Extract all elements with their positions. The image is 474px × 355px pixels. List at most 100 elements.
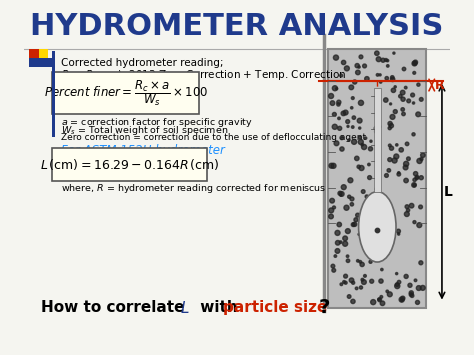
Point [383,209,390,215]
FancyBboxPatch shape [28,49,39,58]
Point [403,211,410,217]
Point [337,282,345,287]
Point [335,99,343,105]
Point [341,241,349,247]
Point [344,119,352,124]
Point [334,230,341,236]
Point [355,64,363,70]
Point [359,277,366,283]
Point [413,174,421,180]
Bar [374,88,381,192]
Point [395,170,402,175]
Point [363,76,371,82]
Point [393,283,401,289]
Text: with: with [195,300,243,315]
Point [383,75,391,81]
Point [385,168,392,173]
Point [357,139,365,145]
Point [388,123,395,129]
Point [373,186,381,192]
Point [393,282,401,288]
Point [386,143,393,148]
Text: How to correlate: How to correlate [41,300,190,315]
Point [402,178,410,184]
Point [382,97,390,103]
Point [360,279,368,285]
Text: For ASTM 152H hydrometer: For ASTM 152H hydrometer [61,144,224,157]
Point [354,258,362,264]
Point [351,79,358,85]
Point [390,50,398,56]
Point [353,285,360,291]
Point [348,105,356,111]
Point [344,228,352,234]
Point [374,72,382,78]
Point [414,300,421,305]
Point [349,280,357,285]
Point [379,58,387,63]
Point [354,70,362,75]
Point [333,86,340,92]
Point [386,221,394,226]
Point [360,144,368,150]
Text: Corrected hydrometer reading;: Corrected hydrometer reading; [61,58,223,68]
Point [340,60,347,65]
Point [349,222,357,228]
Point [355,164,363,170]
Point [343,205,350,211]
Point [348,201,356,207]
Point [345,137,353,143]
Ellipse shape [359,192,396,262]
Point [366,175,374,180]
Point [331,124,338,130]
Point [342,110,349,115]
Point [402,274,410,279]
Point [418,97,425,102]
Point [392,154,400,159]
Point [386,121,394,126]
Point [332,253,339,259]
Point [350,115,358,120]
Point [398,297,405,302]
Point [354,63,361,69]
Point [328,208,335,213]
FancyBboxPatch shape [28,58,52,66]
Point [409,92,416,98]
Point [384,63,392,69]
Point [417,204,424,210]
Point [356,118,364,124]
Point [395,171,402,177]
Point [403,204,411,209]
Point [337,192,345,198]
Point [391,158,398,163]
Point [383,228,391,234]
FancyBboxPatch shape [52,51,55,137]
Point [402,85,410,91]
Point [387,216,395,222]
Point [351,222,358,227]
Point [393,142,401,148]
Point [411,60,419,66]
Point [415,285,422,291]
Point [367,146,374,152]
Point [343,66,351,71]
Point [327,93,335,99]
Text: $L$: $L$ [180,300,189,316]
Point [373,50,381,56]
Point [399,96,407,102]
Point [412,278,419,283]
Point [383,173,390,178]
Point [336,191,344,196]
Point [414,111,422,117]
Point [369,299,377,305]
Point [367,259,374,264]
Point [397,93,404,99]
Point [416,158,423,164]
FancyBboxPatch shape [52,148,207,181]
Point [330,267,337,273]
Point [355,231,363,237]
Point [357,285,365,290]
Point [419,152,427,158]
Point [340,279,348,285]
Point [377,79,384,85]
